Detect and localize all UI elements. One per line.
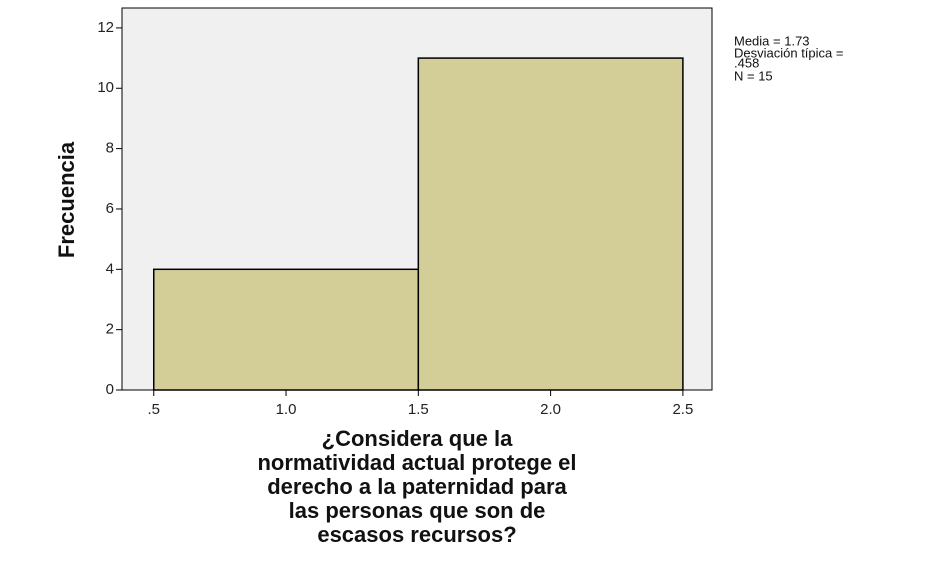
x-axis-label: las personas que son de [289,498,546,523]
bar [152,268,420,391]
x-axis-label: normatividad actual protege el [257,450,576,475]
x-axis-label: derecho a la paternidad para [267,474,567,499]
x-tick-label: 1.5 [408,401,429,418]
y-tick-label: 4 [106,260,114,277]
y-tick-label: 0 [106,381,114,398]
y-tick-label: 8 [106,140,114,157]
bar [417,57,684,391]
stat-line: .458 [734,55,759,70]
x-axis-label: ¿Considera que la [322,426,513,451]
stat-line: N = 15 [734,68,773,83]
y-tick-label: 10 [97,79,114,96]
y-tick-label: 6 [106,200,114,217]
x-tick-label: 2.5 [672,401,693,418]
stat-line: Media = 1.73 [734,33,810,48]
y-axis-label: Frecuencia [54,141,79,258]
x-axis-label: escasos recursos? [317,522,516,547]
y-tick-label: 12 [97,19,114,36]
x-tick-label: 1.0 [276,401,297,418]
y-tick-label: 2 [106,321,114,338]
stat-line: Desviación típica = [734,45,843,60]
x-tick-label: .5 [147,401,160,418]
x-tick-label: 2.0 [540,401,561,418]
